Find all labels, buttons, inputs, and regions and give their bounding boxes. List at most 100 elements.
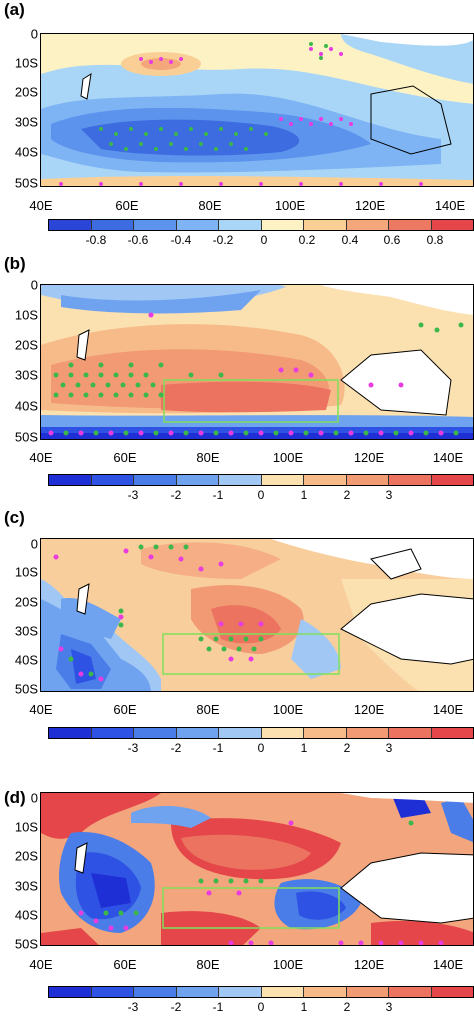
colorbar-tick: -0.8 [85,233,107,247]
y-tick: 30S [14,114,38,130]
colorbar-tick: 0 [257,1000,265,1014]
x-tick: 120E [353,957,385,972]
colorbar-tick: 1 [300,741,308,755]
colorbar-tick: 0.6 [383,233,401,247]
x-tick: 40E [29,957,53,972]
colorbar-segment [389,728,432,738]
colorbar-tick: 0 [257,741,265,755]
x-tick: 40E [29,702,53,717]
colorbar-tick: -3 [127,741,139,755]
map-area [40,792,474,946]
y-tick: 40S [14,652,38,668]
colorbar-segment [346,728,389,738]
y-tick: 10S [14,55,38,71]
study-box [163,379,339,423]
colorbar-tick: 3 [385,741,393,755]
panel-label: (d) [4,788,26,807]
colorbar-segment [219,220,262,230]
x-tick: 60E [115,198,139,213]
colorbar-segment [134,987,177,997]
colorbar-tick: 0 [257,488,265,502]
x-tick: 40E [29,198,53,213]
colorbar-segment [261,220,304,230]
stipple-dots [48,312,444,436]
colorbar [48,986,474,998]
stipple-dots [99,42,328,151]
colorbar-tick: 0 [260,233,268,247]
colorbar-segment [304,728,347,738]
y-tick: 10S [14,819,38,835]
x-tick: 100E [272,450,304,465]
colorbar-segment [176,475,219,485]
colorbar-segment [389,220,432,230]
x-tick: 100E [272,957,304,972]
colorbar-segment [304,475,347,485]
colorbar-tick: -2 [170,1000,182,1014]
colorbar-segment [304,987,347,997]
x-tick: 100E [274,198,306,213]
colorbar-segment [176,987,219,997]
y-tick: 40S [14,144,38,160]
colorbar-tick: 3 [385,1000,393,1014]
y-tick: 50S [14,175,38,191]
colorbar-tick: 2 [343,1000,351,1014]
stipple-dots [59,47,423,186]
y-tick: 30S [14,623,38,639]
colorbar-tick: -1 [212,488,224,502]
map-field [41,793,473,945]
x-tick: 120E [353,450,385,465]
panel-label: (c) [4,508,25,527]
y-tick: 30S [14,878,38,894]
y-tick: 50S [14,429,38,445]
colorbar-segment [346,475,389,485]
colorbar-segment [134,728,177,738]
map-field [41,285,473,439]
y-tick: 10S [14,564,38,580]
x-tick: 140E [434,198,466,213]
stipple-dots [103,820,414,916]
colorbar [48,727,474,739]
x-tick: 100E [272,702,304,717]
x-tick: 80E [196,450,220,465]
colorbar-tick: 0.8 [426,233,444,247]
stipple-dots [53,548,264,682]
colorbar-segment [389,475,432,485]
colorbar-segment [91,987,134,997]
colorbar-segment [49,728,92,738]
colorbar-segment [134,220,177,230]
colorbar-tick: -3 [127,1000,139,1014]
colorbar-segment [176,220,219,230]
y-tick: 20S [14,594,38,610]
colorbar-tick: -0.4 [170,233,192,247]
panel-a: (a) 0 [0,0,474,250]
colorbar-tick: -0.2 [212,233,234,247]
y-tick: 40S [14,907,38,923]
colorbar-segment [176,728,219,738]
colorbar-segment [49,220,92,230]
colorbar-tick: -2 [170,741,182,755]
colorbar-segment [49,475,92,485]
study-box [162,887,340,929]
colorbar-segment [219,987,262,997]
colorbar-segment [389,987,432,997]
y-tick: 50S [14,936,38,952]
colorbar-tick: -1 [212,1000,224,1014]
x-tick: 80E [196,957,220,972]
colorbar-tick: 2 [343,741,351,755]
x-tick: 60E [113,702,137,717]
y-tick: 0 [30,26,38,42]
y-tick: 10S [14,307,38,323]
y-tick: 0 [30,536,38,552]
colorbar-segment [134,475,177,485]
colorbar-segment [91,475,134,485]
colorbar-tick: -1 [212,741,224,755]
colorbar-segment [219,475,262,485]
colorbar-segment [431,220,473,230]
y-tick: 50S [14,681,38,697]
x-tick: 60E [113,450,137,465]
colorbar-segment [346,220,389,230]
colorbar-segment [261,987,304,997]
map-field [41,539,473,691]
map-area [40,538,474,692]
x-tick: 140E [432,957,464,972]
